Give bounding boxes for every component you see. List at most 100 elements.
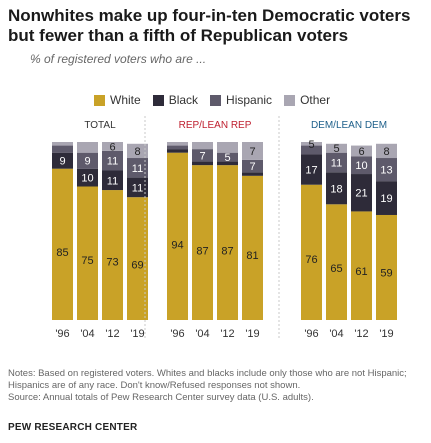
bar-segment-rep-lean-rep-white xyxy=(242,175,263,320)
bar-segment-total-other xyxy=(52,142,73,146)
notes-text: Notes: Based on registered voters. White… xyxy=(8,368,407,391)
legend-label-hispanic: Hispanic xyxy=(226,93,273,107)
data-label-total-white: 69 xyxy=(131,260,143,272)
x-tick-label-total: '12 xyxy=(105,328,119,340)
bar-segment-total-black xyxy=(77,168,98,187)
data-label-dem-lean-dem-other: 5 xyxy=(308,139,314,151)
data-label-total-other: 8 xyxy=(134,146,140,158)
bar-segment-rep-lean-rep-hispanic xyxy=(242,159,263,173)
legend-item-white: White xyxy=(94,93,141,107)
bar-segment-dem-lean-dem-white xyxy=(376,214,397,320)
data-label-rep-lean-rep-other: 7 xyxy=(249,146,255,158)
bar-segment-rep-lean-rep-other xyxy=(192,142,213,150)
bar-segment-rep-lean-rep-white xyxy=(192,165,213,320)
data-label-rep-lean-rep-white: 94 xyxy=(171,240,183,252)
x-tick-label-rep-lean-rep: '04 xyxy=(195,328,209,340)
bar-segment-total-hispanic xyxy=(102,150,123,171)
bar-segment-rep-lean-rep-hispanic xyxy=(217,152,238,162)
data-label-rep-lean-rep-hispanic: 7 xyxy=(199,150,205,162)
data-label-total-white: 73 xyxy=(106,257,118,269)
data-label-total-hispanic: 11 xyxy=(132,163,143,175)
bar-segment-rep-lean-rep-hispanic xyxy=(192,149,213,162)
data-label-dem-lean-dem-black: 18 xyxy=(330,183,342,195)
bar-segment-dem-lean-dem-hispanic xyxy=(326,152,347,173)
data-label-total-white: 85 xyxy=(56,247,68,259)
data-label-rep-lean-rep-white: 81 xyxy=(246,250,258,262)
bar-segment-dem-lean-dem-white xyxy=(326,204,347,320)
bar-segment-total-white xyxy=(127,197,148,320)
bar-segment-rep-lean-rep-black xyxy=(242,172,263,176)
legend: White Black Hispanic Other xyxy=(94,93,330,107)
bar-segment-total-black xyxy=(102,170,123,191)
bar-segment-total-white xyxy=(77,186,98,320)
bar-segment-dem-lean-dem-other xyxy=(351,145,372,157)
bar-segment-total-hispanic xyxy=(127,158,148,178)
x-tick-label-total: '19 xyxy=(130,328,144,340)
data-label-dem-lean-dem-hispanic: 13 xyxy=(380,165,392,177)
chart-subtitle: % of registered voters who are ... xyxy=(30,52,207,66)
panel-title-rep-lean-rep: REP/LEAN REP xyxy=(179,120,252,131)
legend-swatch-black xyxy=(152,94,164,106)
bar-segment-dem-lean-dem-other xyxy=(301,142,322,146)
legend-label-black: Black xyxy=(168,93,199,107)
legend-item-other: Other xyxy=(284,93,330,107)
data-label-dem-lean-dem-other: 5 xyxy=(333,143,339,155)
data-label-dem-lean-dem-other: 8 xyxy=(383,146,389,158)
data-label-dem-lean-dem-white: 59 xyxy=(380,268,392,280)
bar-segment-rep-lean-rep-white xyxy=(217,165,238,320)
data-label-rep-lean-rep-hispanic: 5 xyxy=(224,152,230,164)
bar-segment-rep-lean-rep-white xyxy=(167,152,188,320)
data-label-total-black: 9 xyxy=(59,156,65,168)
bar-segment-dem-lean-dem-other xyxy=(326,143,347,153)
data-label-total-black: 11 xyxy=(107,175,118,187)
bar-segment-dem-lean-dem-hispanic xyxy=(376,158,397,182)
bar-segment-dem-lean-dem-white xyxy=(301,184,322,320)
bar-segment-dem-lean-dem-black xyxy=(326,172,347,205)
x-tick-label-total: '96 xyxy=(55,328,69,340)
bar-segment-total-black xyxy=(52,152,73,169)
data-label-dem-lean-dem-white: 61 xyxy=(355,266,367,278)
data-label-dem-lean-dem-black: 17 xyxy=(305,165,317,177)
x-tick-label-rep-lean-rep: '96 xyxy=(170,328,184,340)
bar-segment-dem-lean-dem-black xyxy=(351,174,372,212)
x-tick-label-total: '04 xyxy=(80,328,94,340)
data-label-total-black: 10 xyxy=(81,173,93,185)
data-label-dem-lean-dem-black: 19 xyxy=(380,193,392,205)
bar-segment-dem-lean-dem-hispanic xyxy=(351,156,372,175)
x-tick-label-dem-lean-dem: '96 xyxy=(304,328,318,340)
credit: PEW RESEARCH CENTER xyxy=(8,422,138,433)
data-label-dem-lean-dem-black: 21 xyxy=(355,188,367,200)
bar-segment-total-other xyxy=(77,142,98,153)
bar-segment-total-white xyxy=(102,190,123,320)
data-label-dem-lean-dem-other: 6 xyxy=(358,146,364,158)
data-label-dem-lean-dem-hispanic: 10 xyxy=(355,160,367,172)
panel-title-total: TOTAL xyxy=(84,120,116,131)
data-label-total-hispanic: 11 xyxy=(107,156,118,168)
bar-segment-dem-lean-dem-hispanic xyxy=(301,145,322,155)
bar-segment-total-other xyxy=(127,143,148,159)
bar-segment-rep-lean-rep-black xyxy=(217,161,238,166)
stacked-bar-charts: TOTAL859'9675109'047311116'126911118'19R… xyxy=(52,116,397,340)
legend-item-black: Black xyxy=(152,93,199,107)
x-tick-label-dem-lean-dem: '19 xyxy=(379,328,393,340)
chart-notes: Notes: Based on registered voters. White… xyxy=(8,368,426,404)
x-tick-label-rep-lean-rep: '19 xyxy=(245,328,259,340)
source-text: Source: Annual totals of Pew Research Ce… xyxy=(8,392,314,403)
bar-segment-rep-lean-rep-black xyxy=(192,161,213,166)
bar-segment-dem-lean-dem-white xyxy=(351,211,372,320)
legend-swatch-other xyxy=(284,94,296,106)
data-label-dem-lean-dem-hispanic: 11 xyxy=(331,157,342,169)
legend-label-other: Other xyxy=(300,93,331,107)
x-tick-label-dem-lean-dem: '12 xyxy=(354,328,368,340)
bar-segment-dem-lean-dem-black xyxy=(376,181,397,215)
bar-segment-rep-lean-rep-other xyxy=(167,142,188,146)
legend-swatch-white xyxy=(94,94,105,106)
bar-segment-rep-lean-rep-other xyxy=(242,142,263,160)
data-label-rep-lean-rep-white: 87 xyxy=(221,245,233,257)
data-label-rep-lean-rep-white: 87 xyxy=(196,245,208,257)
bar-segment-dem-lean-dem-black xyxy=(301,154,322,185)
data-label-total-hispanic: 9 xyxy=(84,156,90,168)
x-tick-label-dem-lean-dem: '04 xyxy=(329,328,343,340)
legend-item-hispanic: Hispanic xyxy=(210,93,272,107)
x-tick-label-rep-lean-rep: '12 xyxy=(220,328,234,340)
